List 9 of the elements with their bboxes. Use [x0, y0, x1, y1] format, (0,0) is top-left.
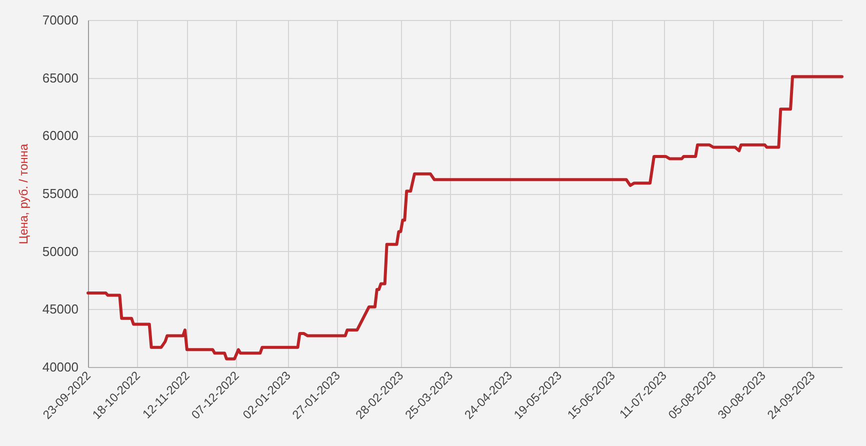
y-tick-label: 50000 — [42, 244, 78, 259]
y-tick-label: 60000 — [42, 128, 78, 144]
y-axis-title: Цена, руб. / тонна — [16, 143, 30, 244]
y-tick-label: 70000 — [42, 12, 78, 28]
y-tick-label: 45000 — [42, 302, 78, 317]
y-tick-label: 65000 — [42, 70, 78, 86]
line-series — [86, 75, 844, 360]
y-tick-label: 55000 — [42, 186, 78, 201]
y-tick-label: 40000 — [42, 360, 78, 374]
